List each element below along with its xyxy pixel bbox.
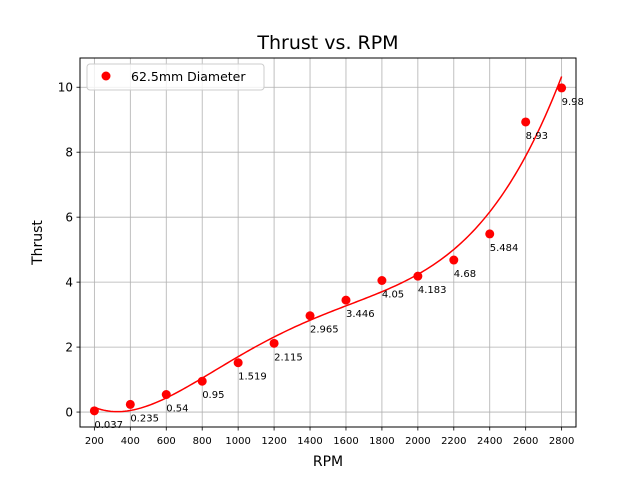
x-tick-label: 400: [121, 436, 140, 447]
x-tick-label: 2000: [405, 436, 430, 447]
data-point: [89, 406, 99, 416]
legend-marker: [101, 71, 111, 81]
x-axis-label: RPM: [313, 454, 343, 470]
grid-layer: [80, 58, 576, 427]
data-point: [341, 295, 351, 305]
data-label: 0.037: [94, 420, 123, 431]
y-tick-label: 8: [65, 146, 73, 160]
legend: 62.5mm Diameter: [86, 63, 265, 91]
y-tick-label: 10: [58, 81, 73, 95]
data-point: [449, 255, 459, 265]
tick-layer: 200 400 600 800 1000 1200 1400 1600 1800 2000 2200…: [58, 81, 575, 447]
x-tick-label: 1000: [225, 436, 250, 447]
data-label: 2.965: [310, 325, 339, 336]
y-tick-label: 2: [65, 341, 73, 355]
data-label: 5.484: [490, 243, 519, 254]
data-label: 1.519: [238, 372, 267, 383]
data-point: [377, 276, 387, 286]
y-tick-label: 0: [65, 406, 73, 420]
y-axis-label: Thrust: [30, 220, 46, 266]
data-point: [161, 390, 171, 400]
legend-entry-label: 62.5mm Diameter: [131, 69, 246, 84]
data-label: 4.05: [382, 290, 404, 301]
chart-title: Thrust vs. RPM: [256, 32, 398, 54]
x-tick-label: 600: [157, 436, 176, 447]
data-label: 0.54: [166, 404, 188, 415]
fit-curve: [94, 76, 563, 413]
data-label: 4.183: [418, 285, 447, 296]
data-point: [521, 117, 531, 127]
data-point: [305, 311, 315, 321]
x-tick-label: 2400: [477, 436, 502, 447]
x-tick-label: 1400: [297, 436, 322, 447]
x-tick-label: 2600: [513, 436, 538, 447]
x-tick-label: 1800: [369, 436, 394, 447]
data-point: [413, 271, 423, 281]
data-point: [485, 229, 495, 239]
x-tick-label: 200: [85, 436, 104, 447]
data-point: [197, 376, 207, 386]
data-label: 9.98: [562, 97, 584, 108]
x-tick-label: 800: [193, 436, 212, 447]
data-label: 3.446: [346, 309, 375, 320]
point-layer: [89, 83, 567, 416]
data-point: [233, 358, 243, 368]
data-label: 2.115: [274, 352, 303, 363]
data-label: 8.93: [526, 131, 548, 142]
x-tick-label: 2800: [549, 436, 574, 447]
data-label: 0.95: [202, 390, 224, 401]
x-tick-label: 1200: [261, 436, 286, 447]
x-tick-label: 2200: [441, 436, 466, 447]
fit-layer: [94, 76, 563, 413]
legend-box: [86, 63, 265, 91]
data-label: 0.235: [130, 413, 159, 424]
data-label-layer: 0.037 0.235 0.54 0.95 1.519 2.115 2.965 3.446 4.…: [94, 97, 584, 431]
data-point: [125, 399, 135, 409]
y-tick-label: 6: [65, 211, 73, 225]
plot-area-frame: [79, 57, 577, 428]
data-label: 4.68: [454, 269, 476, 280]
y-tick-label: 4: [65, 276, 73, 290]
data-point: [269, 338, 279, 348]
data-point: [557, 83, 567, 93]
x-tick-label: 1600: [333, 436, 358, 447]
